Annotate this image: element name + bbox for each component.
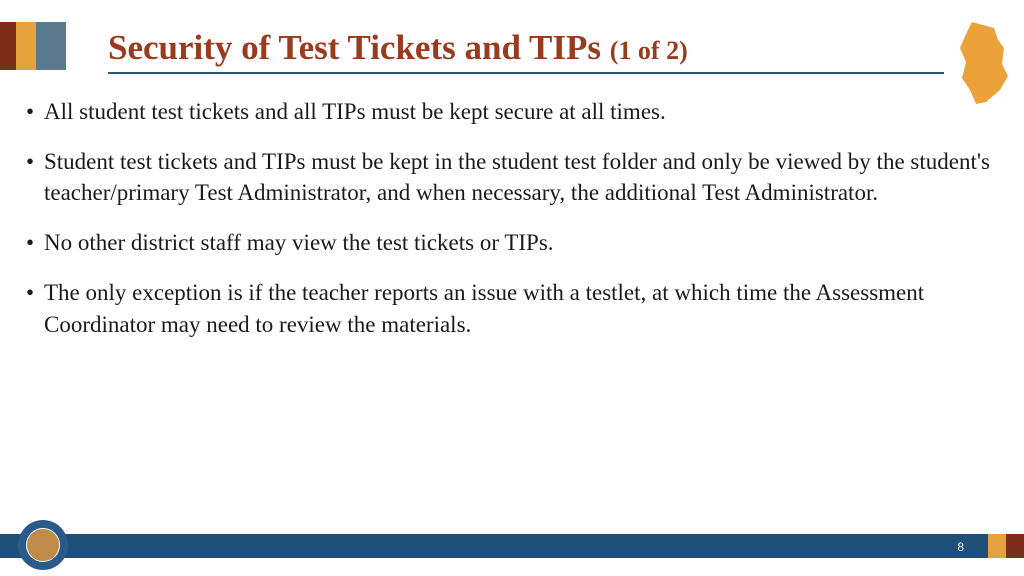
nj-path [960, 22, 1008, 104]
bullet-item: The only exception is if the teacher rep… [24, 277, 994, 340]
stripe-3 [36, 22, 66, 70]
title-row: Security of Test Tickets and TIPs (1 of … [108, 28, 944, 74]
stripe-2 [16, 22, 36, 70]
stripe-1 [0, 22, 16, 70]
footer-stripe-red [1006, 534, 1024, 558]
nj-state-icon [952, 18, 1016, 108]
bullet-item: All student test tickets and all TIPs mu… [24, 96, 994, 128]
slide-content: All student test tickets and all TIPs mu… [24, 96, 994, 358]
state-seal-icon [18, 520, 68, 570]
footer-stripe-orange [988, 534, 1006, 558]
bullet-item: No other district staff may view the tes… [24, 227, 994, 259]
footer-main [0, 534, 988, 558]
page-number: 8 [957, 540, 964, 554]
bullet-item: Student test tickets and TIPs must be ke… [24, 146, 994, 209]
page-title: Security of Test Tickets and TIPs [108, 28, 610, 67]
page-title-suffix: (1 of 2) [610, 36, 688, 65]
seal-inner [26, 528, 60, 562]
header-stripes [0, 22, 66, 70]
footer-bar [0, 534, 1024, 558]
